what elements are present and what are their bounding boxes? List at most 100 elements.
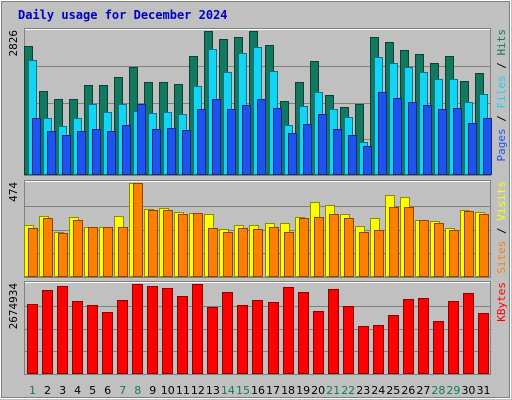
bar-pages-day-30	[468, 123, 477, 175]
x-axis-day-labels: 1 2 3 4 5 6 7 8 9 10 11 12 13 14 15 16 17 18 19 20 21 22 23 24 2…	[29, 384, 490, 397]
bar-kbytes-day-10	[162, 288, 173, 374]
day-label-15: 15	[236, 384, 250, 397]
day-label-10: 10	[161, 384, 175, 397]
bars-middle	[24, 183, 489, 277]
bar-kbytes-day-15	[237, 305, 248, 374]
bar-kbytes-day-3	[57, 286, 68, 374]
bar-kbytes-day-19	[298, 292, 309, 374]
day-label-6: 6	[104, 384, 111, 397]
bar-sites-day-23	[359, 232, 369, 277]
bar-kbytes-day-8	[132, 284, 143, 374]
legend-entry: KBytes	[495, 282, 508, 322]
bar-sites-day-18	[284, 232, 294, 277]
day-label-7: 7	[119, 384, 126, 397]
day-label-17: 17	[266, 384, 280, 397]
legend-entry: Hits	[495, 29, 508, 56]
panel-frame	[24, 281, 491, 375]
bar-pages-day-7	[122, 125, 131, 175]
day-label-14: 14	[221, 384, 235, 397]
day-label-8: 8	[134, 384, 141, 397]
bar-pages-day-20	[318, 114, 327, 175]
bar-pages-day-16	[257, 99, 266, 175]
panel-legend: Pages / Files / Hits	[495, 29, 508, 162]
panel-legend: Sites / Visits	[495, 181, 508, 274]
bar-kbytes-day-7	[117, 300, 128, 374]
bar-sites-day-14	[223, 232, 233, 277]
panel-top: 2826 Pages / Files / Hits	[7, 28, 508, 176]
day-label-31: 31	[476, 384, 490, 397]
bar-sites-day-25	[389, 207, 399, 277]
bar-kbytes-day-13	[207, 307, 218, 374]
bar-sites-day-29	[449, 230, 459, 277]
day-label-19: 19	[296, 384, 310, 397]
bar-kbytes-day-21	[328, 289, 339, 374]
panel-legend: KBytes	[495, 282, 508, 322]
bar-kbytes-day-2	[42, 290, 53, 374]
day-label-3: 3	[59, 384, 66, 397]
legend-entry: /	[495, 221, 508, 241]
bar-sites-day-10	[163, 210, 173, 277]
bar-pages-day-21	[333, 129, 342, 175]
bar-pages-day-23	[363, 146, 372, 175]
day-label-27: 27	[416, 384, 430, 397]
legend-entry: Pages	[495, 128, 508, 161]
bar-pages-day-1	[32, 118, 41, 175]
bar-pages-day-10	[167, 128, 176, 175]
bar-sites-day-30	[464, 211, 474, 277]
bar-pages-day-4	[77, 131, 86, 175]
day-label-29: 29	[446, 384, 460, 397]
day-label-13: 13	[206, 384, 220, 397]
bar-sites-day-22	[344, 218, 354, 277]
bar-pages-day-24	[378, 92, 387, 175]
bar-pages-day-27	[423, 105, 432, 175]
bar-pages-day-3	[62, 135, 71, 175]
bar-kbytes-day-25	[388, 315, 399, 374]
bar-sites-day-7	[118, 227, 128, 277]
bar-pages-day-26	[408, 102, 417, 175]
bar-sites-day-9	[148, 210, 158, 277]
y-max-label: 2674934	[7, 283, 20, 330]
chart-title: Daily usage for December 2024	[18, 8, 228, 22]
bar-pages-day-13	[212, 99, 221, 175]
bar-pages-day-22	[348, 135, 357, 175]
bar-sites-day-8	[133, 183, 143, 277]
legend-entry: /	[495, 109, 508, 129]
bar-sites-day-26	[404, 207, 414, 277]
day-label-21: 21	[326, 384, 340, 397]
bar-kbytes-day-16	[252, 300, 263, 374]
bar-sites-day-31	[479, 214, 489, 277]
bar-kbytes-day-9	[147, 286, 158, 374]
bar-sites-day-5	[88, 227, 98, 277]
bar-kbytes-day-18	[283, 287, 294, 374]
day-label-4: 4	[74, 384, 81, 397]
bar-sites-day-24	[374, 230, 384, 277]
day-label-18: 18	[281, 384, 295, 397]
bar-sites-day-17	[269, 227, 279, 277]
bar-sites-day-19	[299, 218, 309, 277]
bar-kbytes-day-29	[448, 301, 459, 374]
day-label-23: 23	[356, 384, 370, 397]
legend-entry: Sites	[495, 241, 508, 274]
bar-sites-day-16	[253, 229, 263, 277]
bar-kbytes-day-5	[87, 305, 98, 374]
bar-sites-day-15	[238, 228, 248, 277]
bar-sites-day-2	[43, 218, 53, 277]
bar-kbytes-day-4	[72, 301, 83, 374]
bar-pages-day-31	[483, 118, 492, 175]
bar-pages-day-14	[227, 109, 236, 175]
bar-kbytes-day-6	[102, 312, 113, 374]
bar-pages-day-6	[107, 131, 116, 175]
bar-sites-day-6	[103, 227, 113, 277]
bar-kbytes-day-28	[433, 321, 444, 374]
panel-bottom: 2674934 KBytes	[7, 281, 508, 375]
bar-sites-day-13	[208, 228, 218, 277]
legend-entry: Visits	[495, 181, 508, 221]
day-label-12: 12	[191, 384, 205, 397]
bar-kbytes-day-1	[27, 304, 38, 374]
bar-kbytes-day-30	[463, 293, 474, 374]
bar-kbytes-day-23	[358, 326, 369, 374]
bar-pages-day-15	[242, 105, 251, 175]
